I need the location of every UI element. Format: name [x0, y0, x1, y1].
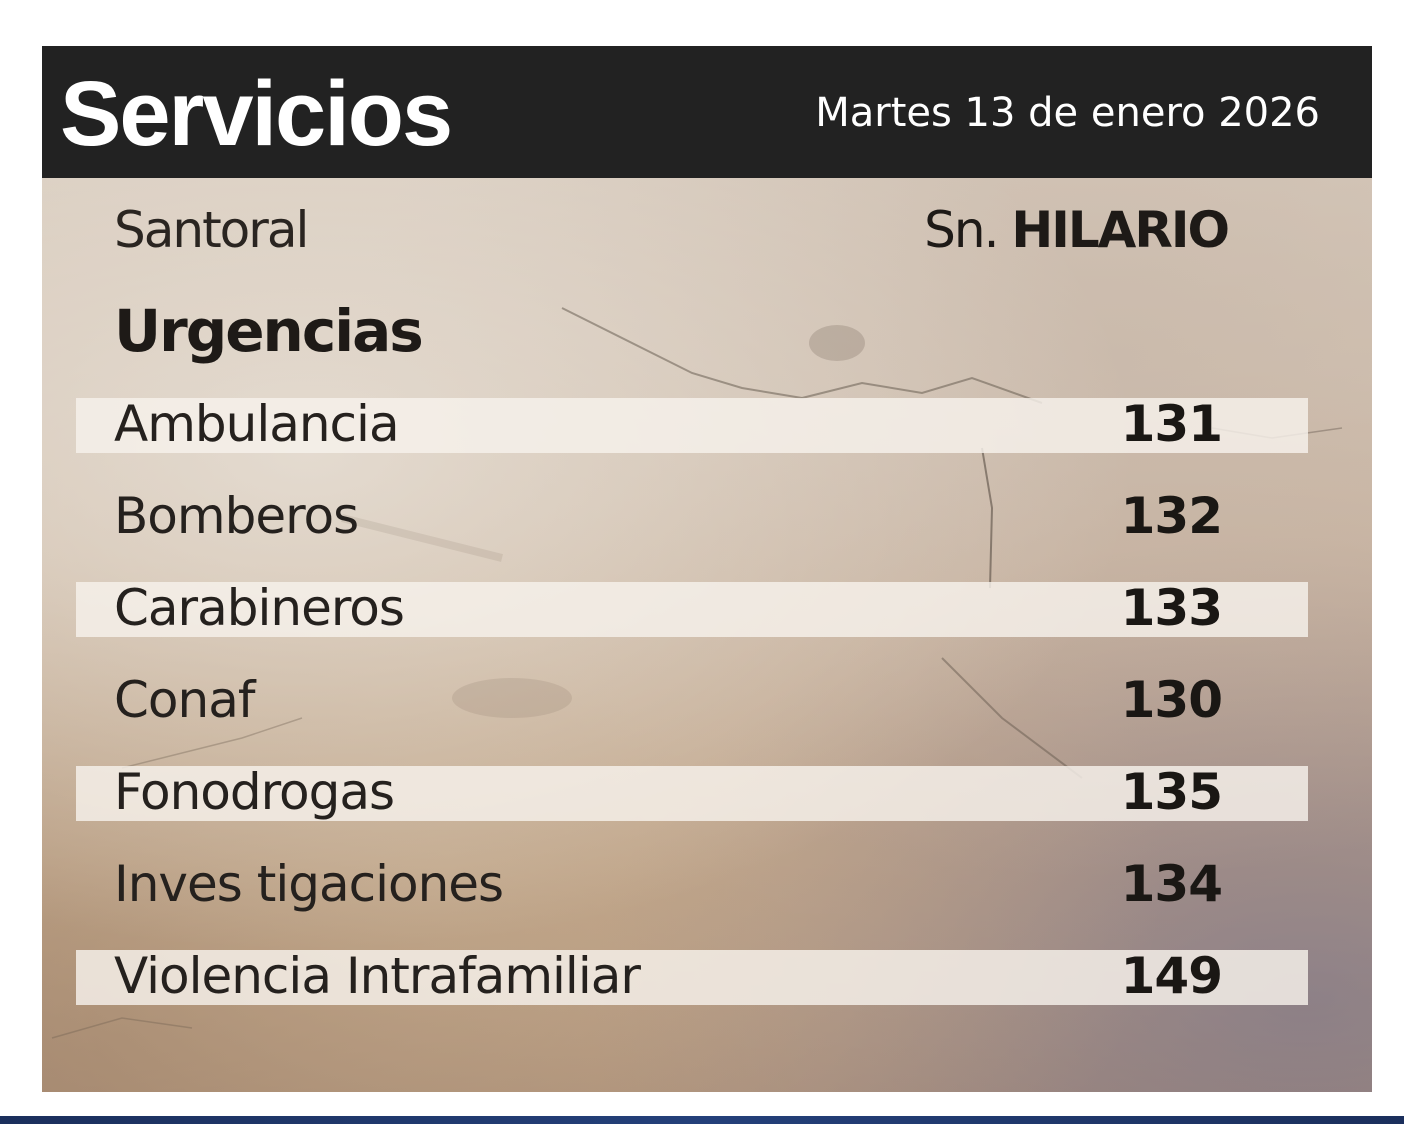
service-name: Carabineros — [114, 579, 405, 637]
service-name: Conaf — [114, 671, 255, 729]
santoral-label: Santoral — [114, 201, 309, 259]
list-item-carabineros: Carabineros 133 — [76, 579, 1308, 637]
service-number: 130 — [1120, 671, 1223, 729]
service-name: Fonodrogas — [114, 763, 395, 821]
urgencias-heading: Urgencias — [114, 297, 424, 365]
service-number: 135 — [1120, 763, 1223, 821]
santoral-prefix: Sn. — [924, 201, 999, 259]
service-number: 131 — [1120, 395, 1223, 453]
bottom-divider — [0, 1116, 1404, 1124]
page-title: Servicios — [60, 63, 453, 165]
list-item-bomberos: Bomberos 132 — [76, 487, 1308, 545]
service-name: Violencia Intrafamiliar — [114, 947, 641, 1005]
service-name: Inves tigaciones — [114, 855, 504, 913]
service-number: 149 — [1120, 947, 1223, 1005]
header-date: Martes 13 de enero 2026 — [815, 90, 1320, 136]
service-number: 133 — [1120, 579, 1223, 637]
list-item-investigaciones: Inves tigaciones 134 — [76, 855, 1308, 913]
list-item-conaf: Conaf 130 — [76, 671, 1308, 729]
list-item-fonodrogas: Fonodrogas 135 — [76, 763, 1308, 821]
santoral-name: HILARIO — [1011, 201, 1230, 259]
header-bar: Servicios Martes 13 de enero 2026 — [42, 46, 1372, 178]
service-number: 132 — [1120, 487, 1223, 545]
list-item-violencia-intrafamiliar: Violencia Intrafamiliar 149 — [76, 947, 1308, 1005]
service-number: 134 — [1120, 855, 1223, 913]
service-name: Bomberos — [114, 487, 359, 545]
list-item-ambulancia: Ambulancia 131 — [76, 395, 1308, 453]
stone-texture-cracks — [51, 307, 1343, 1039]
services-panel: Servicios Martes 13 de enero 2026 Santor… — [42, 46, 1372, 1092]
content-area: Santoral Sn. HILARIO Urgencias Ambulanci… — [42, 178, 1372, 1092]
service-name: Ambulancia — [114, 395, 400, 453]
santoral-value: Sn. HILARIO — [924, 200, 1230, 260]
